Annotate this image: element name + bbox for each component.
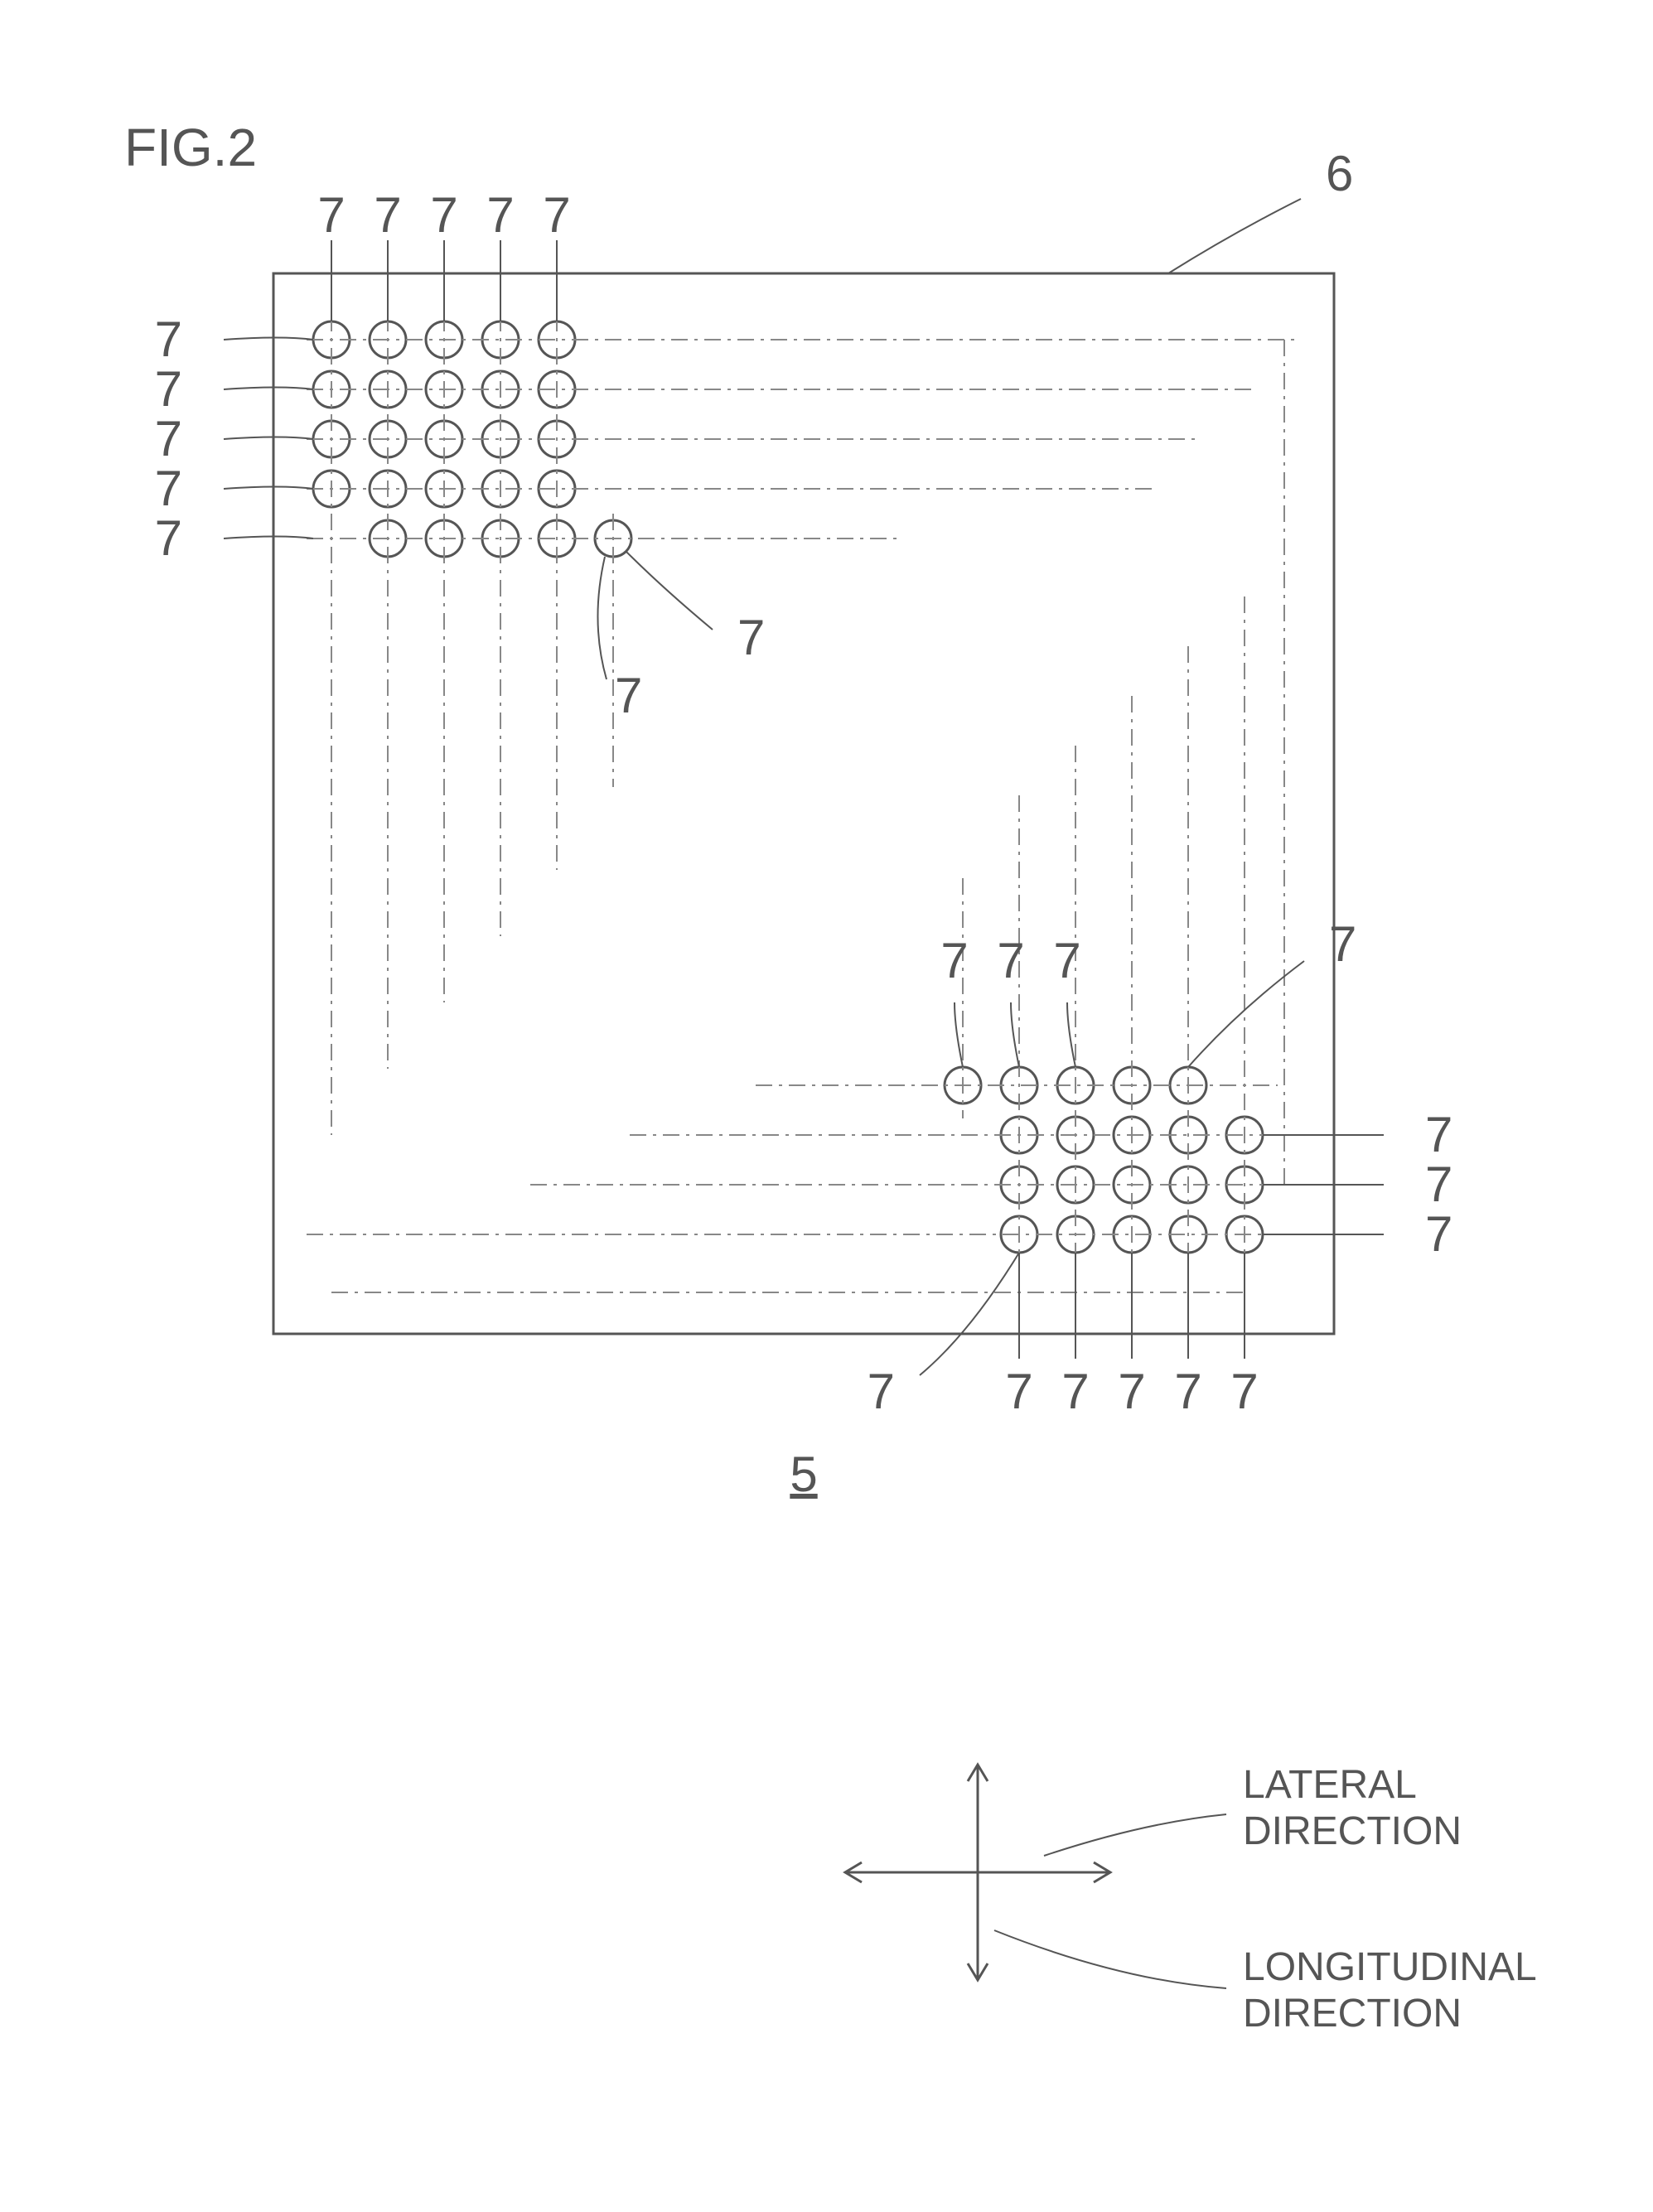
ref-7: 7 [155,312,182,367]
ref-7: 7 [155,510,182,566]
lateral-direction-label: DIRECTION [1243,1809,1462,1853]
ref-7: 7 [1061,1364,1089,1419]
leader-line [626,551,713,630]
ref-7: 7 [430,187,457,243]
leader-line [920,1253,1019,1375]
ref-7: 7 [737,610,765,665]
leader-line [1188,961,1304,1067]
ref-7: 7 [940,933,968,988]
diagram-svg: FIG.2777777777777777777777777765LATERALD… [0,0,1653,2212]
page: FIG.2777777777777777777777777765LATERALD… [0,0,1653,2212]
ref-7: 7 [543,187,570,243]
ref-7: 7 [997,933,1024,988]
longitudinal-direction-label: LONGITUDINAL [1243,1945,1537,1989]
longitudinal-direction-label: DIRECTION [1243,1992,1462,2036]
ref-7: 7 [155,361,182,417]
ref-7: 7 [868,1364,895,1419]
ref-7: 7 [1174,1364,1201,1419]
main-square [273,273,1334,1334]
ref-7: 7 [1118,1364,1145,1419]
ref-7: 7 [317,187,345,243]
ref-7: 7 [1425,1206,1452,1262]
ref-7: 7 [1230,1364,1258,1419]
leader-line [224,487,313,490]
figure-label: FIG.2 [124,118,257,177]
ref-7: 7 [1329,916,1356,972]
ref-7: 7 [155,411,182,466]
ref-7: 7 [155,461,182,516]
leader-line [1067,1002,1075,1067]
ref-7: 7 [615,668,642,723]
leader-line [1168,199,1301,273]
ref-7: 7 [1053,933,1080,988]
ref-7: 7 [1425,1107,1452,1162]
leader-line [224,338,313,340]
ref-7: 7 [486,187,514,243]
leader-line [224,388,313,390]
ref-7: 7 [1425,1157,1452,1212]
lateral-direction-label: LATERAL [1243,1763,1417,1807]
leader-line [224,437,313,440]
ref-5: 5 [790,1446,817,1502]
ref-7: 7 [1005,1364,1032,1419]
leader-line [1011,1002,1019,1067]
leader-line [597,557,607,679]
leader-line [955,1002,963,1067]
ref-7: 7 [374,187,401,243]
leader-line [994,1930,1226,1988]
leader-line [1044,1814,1226,1856]
leader-line [224,537,313,539]
ref-6: 6 [1326,146,1353,201]
